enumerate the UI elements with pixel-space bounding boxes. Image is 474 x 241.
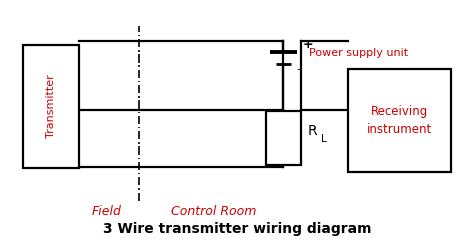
Bar — [23, 45, 79, 168]
Text: Control Room: Control Room — [171, 205, 256, 218]
Text: R: R — [308, 124, 318, 138]
Text: -: - — [296, 65, 301, 74]
Bar — [348, 68, 451, 173]
Text: Receiving
instrument: Receiving instrument — [367, 105, 432, 136]
Text: Transmitter: Transmitter — [46, 74, 56, 138]
Text: Power supply unit: Power supply unit — [309, 48, 408, 58]
Text: 3 Wire transmitter wiring diagram: 3 Wire transmitter wiring diagram — [103, 222, 371, 236]
Bar — [266, 111, 301, 165]
Text: +: + — [303, 38, 314, 51]
Text: L: L — [320, 134, 327, 144]
Text: Field: Field — [92, 205, 122, 218]
